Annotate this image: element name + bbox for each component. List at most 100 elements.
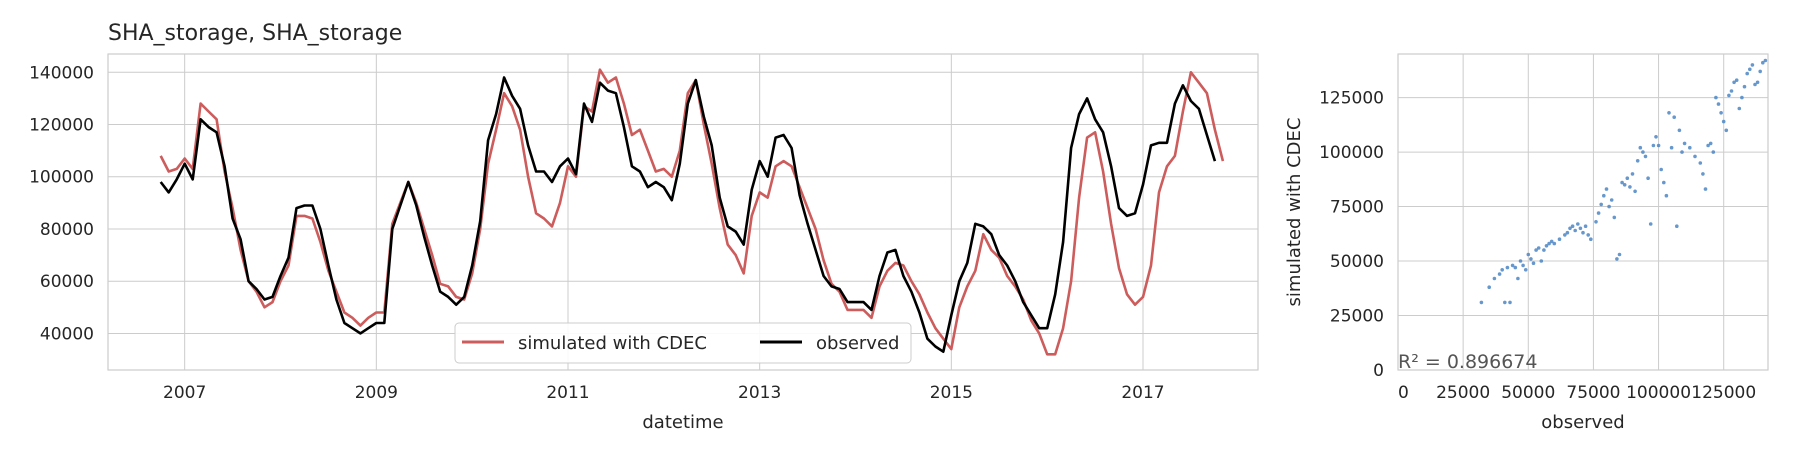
scatter-point bbox=[1646, 176, 1650, 180]
scatter-x-tick-label: 75000 bbox=[1566, 383, 1620, 403]
scatter-point bbox=[1682, 141, 1687, 146]
scatter-point bbox=[1680, 150, 1684, 154]
line-y-tick-label: 80000 bbox=[40, 220, 94, 240]
scatter-point bbox=[1651, 143, 1656, 148]
scatter-point bbox=[1589, 237, 1593, 241]
r-squared-annotation: R² = 0.896674 bbox=[1398, 351, 1537, 373]
scatter-point bbox=[1518, 259, 1523, 263]
scatter-point bbox=[1594, 220, 1598, 224]
scatter-point bbox=[1672, 115, 1676, 119]
scatter-point bbox=[1609, 198, 1614, 202]
scatter-point bbox=[1656, 143, 1661, 148]
scatter-chart-points bbox=[1479, 58, 1768, 305]
chart-title: SHA_storage, SHA_storage bbox=[108, 21, 402, 46]
scatter-point bbox=[1602, 193, 1606, 198]
scatter-point bbox=[1503, 300, 1507, 305]
line-chart-series bbox=[159, 68, 1225, 356]
scatter-point bbox=[1664, 193, 1669, 198]
line-x-tick-label: 2013 bbox=[738, 383, 781, 403]
legend-box bbox=[454, 322, 912, 364]
line-chart-ticks: 2007 2009 2011 2013 2015 2017 40000 60000 80000 1… bbox=[29, 63, 1165, 403]
scatter-point bbox=[1625, 176, 1630, 180]
scatter-point bbox=[1622, 183, 1627, 187]
scatter-chart-ticks: 0 25000 50000 75000 100000 125000025000500007… bbox=[1319, 89, 1756, 403]
scatter-point bbox=[1669, 145, 1674, 150]
scatter-point bbox=[1583, 224, 1588, 228]
scatter-point bbox=[1620, 180, 1624, 185]
scatter-chart-grid bbox=[1397, 54, 1768, 371]
scatter-y-tick-label: 0 bbox=[1373, 361, 1384, 381]
scatter-point bbox=[1654, 135, 1658, 139]
scatter-y-tick-label: 75000 bbox=[1330, 198, 1384, 218]
scatter-point bbox=[1607, 204, 1611, 209]
legend-observed-label: observed bbox=[816, 333, 899, 354]
scatter-point bbox=[1526, 252, 1531, 257]
scatter-point bbox=[1552, 241, 1557, 246]
scatter-point bbox=[1531, 261, 1536, 266]
line-y-tick-label: 140000 bbox=[29, 63, 94, 83]
scatter-point bbox=[1662, 180, 1666, 185]
scatter-point bbox=[1708, 141, 1713, 146]
scatter-point bbox=[1568, 226, 1572, 231]
line-x-tick-label: 2011 bbox=[546, 383, 589, 403]
scatter-point bbox=[1745, 71, 1749, 76]
scatter-point bbox=[1604, 187, 1609, 191]
scatter-point bbox=[1648, 222, 1653, 226]
scatter-point bbox=[1721, 119, 1726, 124]
scatter-y-tick-label: 125000 bbox=[1319, 89, 1384, 109]
scatter-x-tick-label: 25000 bbox=[1436, 383, 1490, 403]
scatter-point bbox=[1479, 300, 1484, 305]
scatter-point bbox=[1497, 272, 1502, 276]
scatter-point bbox=[1635, 159, 1640, 163]
scatter-point bbox=[1539, 259, 1544, 263]
line-x-tick-label: 2007 bbox=[163, 383, 206, 403]
scatter-point bbox=[1693, 154, 1697, 159]
scatter-point bbox=[1633, 189, 1637, 194]
scatter-point bbox=[1761, 60, 1765, 65]
scatter-point bbox=[1706, 143, 1710, 148]
scatter-point bbox=[1750, 63, 1755, 67]
scatter-point bbox=[1612, 215, 1617, 220]
scatter-point bbox=[1547, 241, 1551, 246]
scatter-point bbox=[1487, 285, 1491, 290]
scatter-point bbox=[1557, 237, 1562, 241]
scatter-point bbox=[1529, 257, 1533, 261]
scatter-point bbox=[1570, 224, 1575, 228]
scatter-chart-frame bbox=[1397, 53, 1769, 371]
scatter-point bbox=[1521, 263, 1525, 268]
scatter-point bbox=[1740, 95, 1744, 100]
line-x-tick-label: 2017 bbox=[1121, 383, 1164, 403]
scatter-comparison-chart: 0 25000 50000 75000 100000 125000025000500007… bbox=[1284, 53, 1769, 433]
scatter-point bbox=[1599, 202, 1603, 207]
scatter-point bbox=[1748, 67, 1752, 72]
scatter-point bbox=[1573, 228, 1577, 233]
scatter-point bbox=[1719, 111, 1723, 115]
scatter-point bbox=[1578, 226, 1583, 231]
scatter-point bbox=[1563, 233, 1567, 237]
scatter-point bbox=[1581, 230, 1585, 235]
scatter-y-tick-label: 25000 bbox=[1330, 307, 1384, 327]
scatter-point bbox=[1542, 248, 1546, 252]
scatter-point bbox=[1549, 239, 1554, 244]
line-x-tick-label: 2009 bbox=[355, 383, 398, 403]
scatter-point bbox=[1534, 248, 1538, 252]
line-chart-frame bbox=[107, 53, 1259, 371]
scatter-point bbox=[1698, 161, 1703, 165]
scatter-x-tick-label: 0 bbox=[1398, 383, 1409, 403]
line-x-tick-label: 2015 bbox=[930, 383, 973, 403]
line-chart-x-axis-label: datetime bbox=[642, 412, 723, 433]
line-y-tick-label: 40000 bbox=[40, 324, 94, 344]
scatter-point bbox=[1677, 128, 1682, 133]
scatter-point bbox=[1576, 222, 1580, 226]
scatter-point bbox=[1659, 167, 1663, 172]
scatter-point bbox=[1513, 265, 1518, 270]
scatter-point bbox=[1763, 58, 1768, 63]
scatter-point bbox=[1688, 145, 1692, 150]
scatter-x-tick-label: 50000 bbox=[1501, 383, 1555, 403]
scatter-point bbox=[1667, 111, 1671, 115]
scatter-point bbox=[1716, 102, 1721, 106]
scatter-point bbox=[1732, 80, 1736, 85]
line-chart-grid bbox=[108, 54, 1258, 370]
scatter-point bbox=[1544, 244, 1549, 248]
